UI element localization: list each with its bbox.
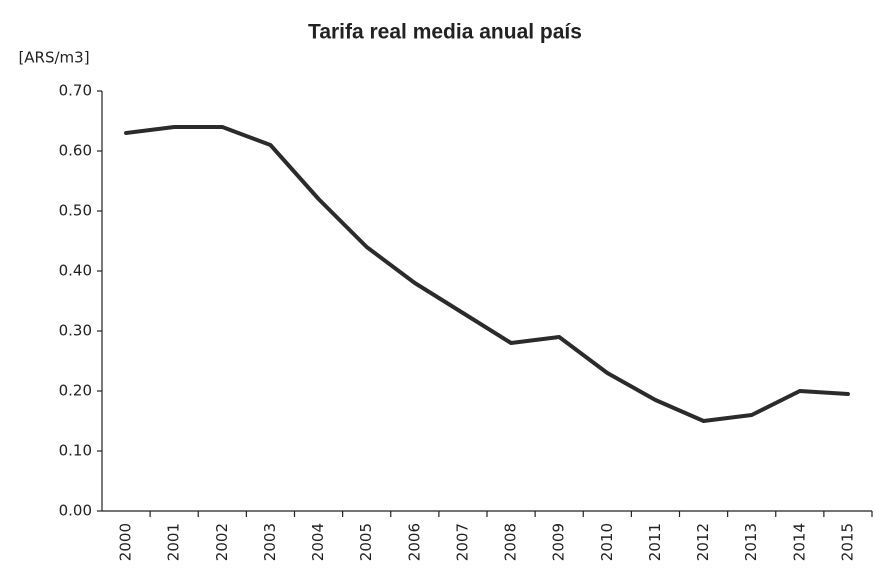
x-tick-label: 2000 (117, 523, 135, 561)
y-tick-label: 0.30 (59, 322, 92, 340)
y-tick-label: 0.20 (59, 382, 92, 400)
y-tick-label: 0.40 (59, 262, 92, 280)
y-axis-label: [ARS/m3] (18, 49, 89, 67)
chart-title: Tarifa real media anual país (308, 21, 582, 44)
x-tick-label: 2012 (694, 523, 712, 561)
x-tick-label: 2009 (550, 523, 568, 561)
x-tick-label: 2005 (357, 523, 375, 561)
y-tick-label: 0.60 (59, 142, 92, 160)
x-tick-label: 2013 (742, 523, 760, 561)
x-tick-label: 2003 (261, 523, 279, 561)
line (124, 125, 850, 423)
y-tick-label: 0.50 (59, 202, 92, 220)
x-tick-label: 2011 (646, 523, 664, 561)
x-tick-label: 2007 (453, 523, 471, 561)
x-tick-label: 2014 (790, 523, 808, 561)
x-tick-label: 2010 (598, 523, 616, 561)
x-tick-label: 2015 (838, 523, 856, 561)
y-tick-label: 0.00 (59, 502, 92, 520)
x-tick-label: 2008 (502, 523, 520, 561)
y-tick-label: 0.70 (59, 82, 92, 100)
x-tick-label: 2006 (405, 523, 423, 561)
y-tick-label: 0.10 (59, 442, 92, 460)
x-tick-label: 2001 (165, 523, 183, 561)
x-tick-label: 2002 (213, 523, 231, 561)
x-tick-label: 2004 (309, 523, 327, 561)
